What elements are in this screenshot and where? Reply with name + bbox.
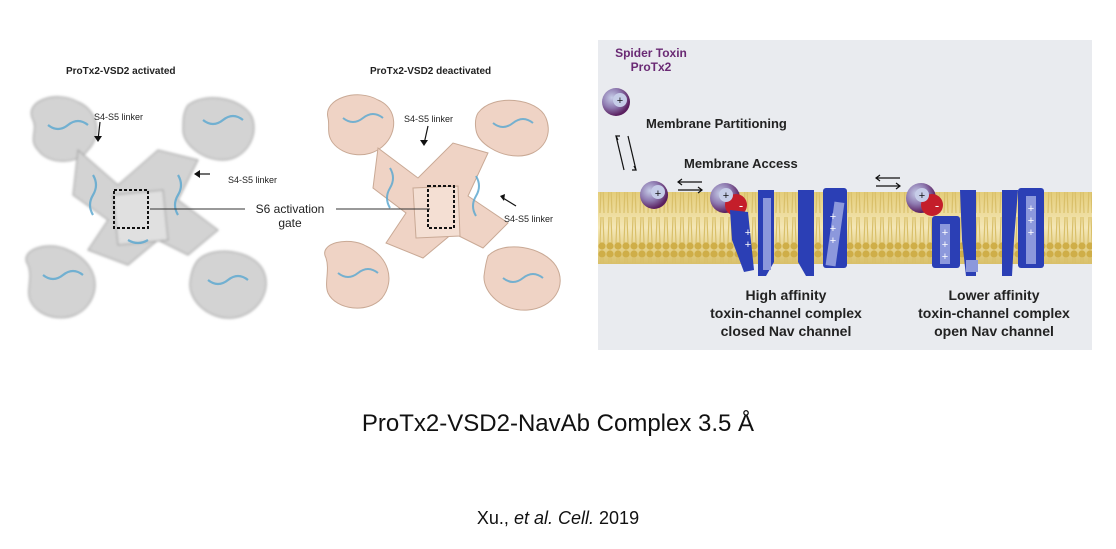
toxin-label-line2: ProTx2 (630, 60, 672, 74)
svg-text:+: + (1028, 227, 1034, 239)
slide-title: ProTx2-VSD2-NavAb Complex 3.5 Å (361, 410, 755, 437)
svg-text:+: + (919, 190, 925, 202)
middle-structure-image (324, 94, 561, 311)
citation-etal: et al. (513, 508, 553, 528)
svg-text:+: + (655, 188, 661, 200)
svg-text:+: + (942, 227, 948, 239)
left-structure-image (25, 96, 267, 319)
membrane-partitioning-label: Membrane Partitioning (646, 116, 787, 131)
s6-activation-gate-label: S6 activation gate (245, 202, 335, 230)
svg-text:+: + (745, 227, 751, 239)
citation-journal: Cell. (558, 508, 595, 528)
lower-affinity-caption: Lower affinity toxin-channel complex ope… (904, 286, 1084, 340)
lower-affinity-line1: Lower affinity (948, 287, 1040, 303)
citation-year: 2019 (599, 508, 640, 528)
toxin-label-line1: Spider Toxin (615, 46, 687, 60)
svg-text:+: + (745, 239, 751, 251)
svg-text:+: + (830, 223, 836, 235)
svg-text:+: + (723, 190, 729, 202)
middle-panel-title: ProTx2-VSD2 deactivated (370, 66, 492, 77)
s6-gate-pointer-lines (150, 208, 430, 210)
svg-text:+: + (1028, 203, 1034, 215)
svg-text:-: - (739, 198, 743, 213)
high-affinity-line3: closed Nav channel (720, 323, 852, 339)
svg-text:+: + (942, 239, 948, 251)
svg-text:+: + (617, 95, 623, 107)
schematic-graphics: + + + - + + + + + (598, 88, 1092, 276)
left-panel-title: ProTx2-VSD2 activated (66, 66, 176, 77)
s6-label-line1: S6 activation (255, 202, 325, 216)
left-s4s5-label-2: S4-S5 linker (228, 175, 278, 185)
lower-affinity-line3: open Nav channel (934, 323, 1054, 339)
svg-text:-: - (935, 198, 939, 213)
citation-authors: Xu., (476, 508, 509, 528)
citation: Xu., et al. Cell. 2019 (0, 508, 1116, 529)
spider-toxin-label: Spider Toxin ProTx2 (606, 46, 696, 74)
membrane-access-label: Membrane Access (684, 156, 798, 171)
svg-text:+: + (830, 211, 836, 223)
svg-text:+: + (830, 235, 836, 247)
left-s4s5-label-1: S4-S5 linker (94, 112, 144, 122)
middle-s4s5-label-1: S4-S5 linker (404, 114, 454, 124)
high-affinity-caption: High affinity toxin-channel complex clos… (696, 286, 876, 340)
lower-affinity-line2: toxin-channel complex (918, 305, 1070, 321)
middle-s4s5-label-2: S4-S5 linker (504, 214, 554, 224)
s6-label-line2: gate (278, 216, 302, 230)
high-affinity-line2: toxin-channel complex (710, 305, 862, 321)
svg-text:+: + (942, 251, 948, 263)
toxin-mechanism-schematic: Spider Toxin ProTx2 (598, 40, 1092, 350)
svg-text:+: + (1028, 215, 1034, 227)
high-affinity-line1: High affinity (745, 287, 827, 303)
